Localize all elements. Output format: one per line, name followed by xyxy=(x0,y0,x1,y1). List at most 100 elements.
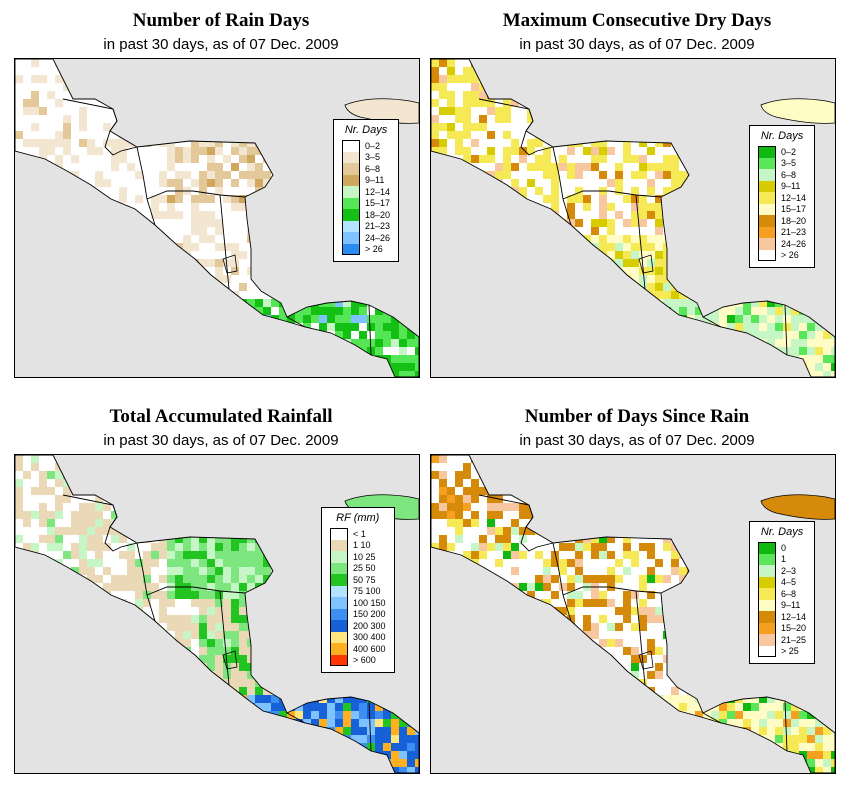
grid-cell xyxy=(639,711,647,719)
panel-subtitle: in past 30 days, as of 07 Dec. 2009 xyxy=(103,432,339,449)
grid-cell xyxy=(551,551,559,559)
grid-cell xyxy=(463,495,471,503)
grid-cell xyxy=(79,503,87,511)
grid-cell xyxy=(47,647,55,655)
grid-cell xyxy=(575,599,583,607)
grid-cell xyxy=(727,363,735,371)
grid-cell xyxy=(415,139,419,147)
grid-cell xyxy=(63,695,71,703)
grid-cell xyxy=(183,323,191,331)
grid-cell xyxy=(15,251,23,259)
grid-cell xyxy=(471,259,479,267)
grid-cell xyxy=(183,695,191,703)
grid-cell xyxy=(271,703,279,711)
grid-cell xyxy=(295,455,303,463)
grid-cell xyxy=(503,543,511,551)
grid-cell xyxy=(199,647,207,655)
grid-cell xyxy=(727,315,735,323)
grid-cell xyxy=(575,519,583,527)
grid-cell xyxy=(271,299,279,307)
grid-cell xyxy=(815,363,823,371)
grid-cell xyxy=(71,671,79,679)
grid-cell xyxy=(647,211,655,219)
grid-cell xyxy=(247,179,255,187)
grid-cell xyxy=(815,719,823,727)
grid-cell xyxy=(263,703,271,711)
grid-cell xyxy=(615,607,623,615)
grid-cell xyxy=(103,679,111,687)
grid-cell xyxy=(335,371,343,377)
grid-cell xyxy=(511,719,519,727)
grid-cell xyxy=(375,315,383,323)
grid-cell xyxy=(719,83,727,91)
grid-cell xyxy=(535,275,543,283)
grid-cell xyxy=(695,339,703,347)
grid-cell xyxy=(831,735,835,743)
grid-cell xyxy=(735,155,743,163)
grid-cell xyxy=(407,463,415,471)
grid-cell xyxy=(399,259,407,267)
grid-cell xyxy=(119,711,127,719)
grid-cell xyxy=(463,211,471,219)
grid-cell xyxy=(759,471,767,479)
grid-cell xyxy=(383,735,391,743)
grid-cell xyxy=(247,211,255,219)
grid-cell xyxy=(591,155,599,163)
country-border xyxy=(136,146,148,200)
grid-cell xyxy=(631,679,639,687)
grid-cell xyxy=(239,591,247,599)
grid-cell xyxy=(695,243,703,251)
grid-cell xyxy=(143,251,151,259)
grid-cell xyxy=(511,67,519,75)
grid-cell xyxy=(535,519,543,527)
grid-cell xyxy=(255,695,263,703)
grid-cell xyxy=(191,495,199,503)
grid-cell xyxy=(495,543,503,551)
grid-cell xyxy=(295,331,303,339)
legend-swatch xyxy=(342,220,360,232)
grid-cell xyxy=(103,567,111,575)
country-border xyxy=(702,316,722,328)
grid-cell xyxy=(39,751,47,759)
grid-cell xyxy=(71,711,79,719)
grid-cell xyxy=(823,583,831,591)
grid-cell xyxy=(103,751,111,759)
grid-cell xyxy=(663,607,671,615)
grid-cell xyxy=(487,735,495,743)
grid-cell xyxy=(639,331,647,339)
grid-cell xyxy=(527,235,535,243)
grid-cell xyxy=(103,615,111,623)
grid-cell xyxy=(415,647,419,655)
grid-cell xyxy=(199,323,207,331)
grid-cell xyxy=(359,735,367,743)
grid-cell xyxy=(247,471,255,479)
grid-cell xyxy=(231,767,239,773)
grid-cell xyxy=(199,259,207,267)
grid-cell xyxy=(15,591,23,599)
grid-cell xyxy=(815,75,823,83)
grid-cell xyxy=(831,323,835,331)
grid-cell xyxy=(263,615,271,623)
grid-cell xyxy=(31,599,39,607)
grid-cell xyxy=(655,315,663,323)
grid-cell xyxy=(95,179,103,187)
grid-cell xyxy=(167,299,175,307)
grid-cell xyxy=(823,671,831,679)
grid-cell xyxy=(359,751,367,759)
grid-cell xyxy=(535,607,543,615)
grid-cell xyxy=(735,131,743,139)
grid-cell xyxy=(167,99,175,107)
grid-cell xyxy=(703,331,711,339)
grid-cell xyxy=(215,551,223,559)
grid-cell xyxy=(647,703,655,711)
grid-cell xyxy=(607,455,615,463)
grid-cell xyxy=(815,187,823,195)
grid-cell xyxy=(743,471,751,479)
grid-cell xyxy=(583,59,591,67)
grid-cell xyxy=(103,655,111,663)
grid-cell xyxy=(95,227,103,235)
grid-cell xyxy=(687,195,695,203)
grid-cell xyxy=(735,307,743,315)
grid-cell xyxy=(175,767,183,773)
grid-cell xyxy=(695,371,703,377)
